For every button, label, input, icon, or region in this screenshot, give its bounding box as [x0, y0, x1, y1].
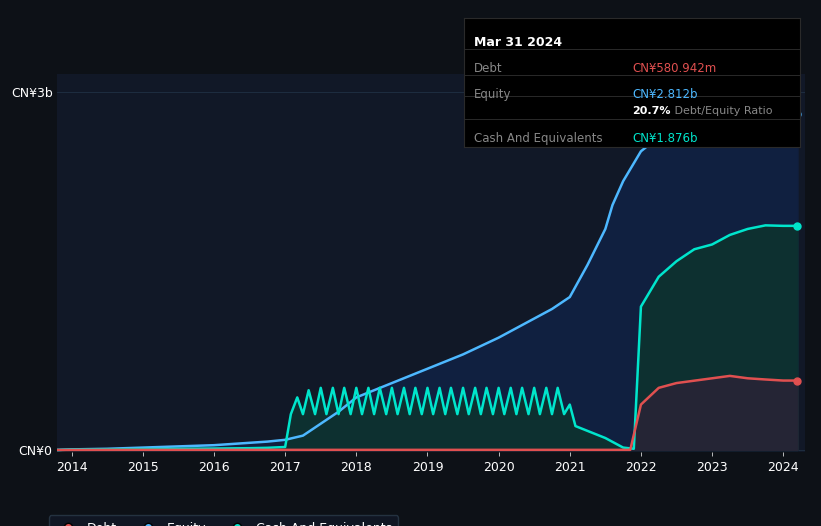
Text: Equity: Equity [474, 88, 511, 101]
Text: CN¥1.876b: CN¥1.876b [632, 132, 698, 145]
Text: Cash And Equivalents: Cash And Equivalents [474, 132, 603, 145]
Text: Debt: Debt [474, 62, 502, 75]
Text: CN¥580.942m: CN¥580.942m [632, 62, 717, 75]
Text: Mar 31 2024: Mar 31 2024 [474, 36, 562, 49]
Text: Debt/Equity Ratio: Debt/Equity Ratio [671, 106, 773, 116]
Text: CN¥2.812b: CN¥2.812b [632, 88, 698, 101]
Legend: Debt, Equity, Cash And Equivalents: Debt, Equity, Cash And Equivalents [48, 515, 398, 526]
Text: 20.7%: 20.7% [632, 106, 671, 116]
